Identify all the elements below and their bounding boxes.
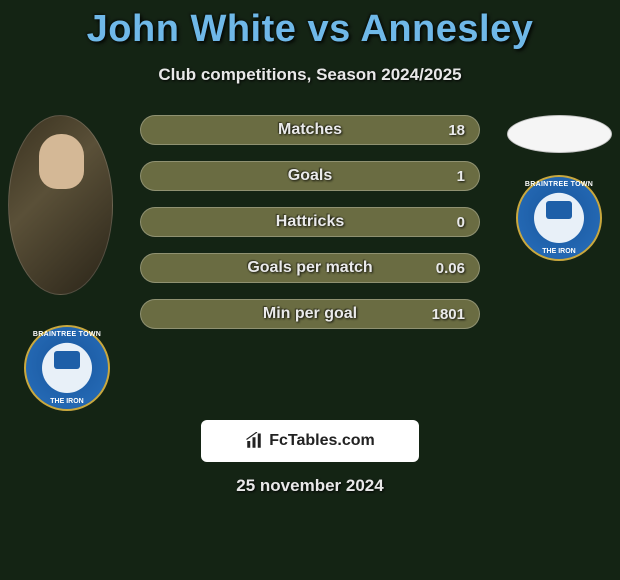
stat-label: Min per goal <box>263 305 357 323</box>
club-badge-left <box>24 325 110 411</box>
club-badge-left-inner <box>42 343 92 393</box>
stat-value: 0.06 <box>436 260 465 277</box>
stat-value: 0 <box>457 214 465 231</box>
stat-value: 18 <box>448 122 465 139</box>
stat-label: Matches <box>278 121 342 139</box>
stat-value: 1 <box>457 168 465 185</box>
stat-label: Goals per match <box>247 259 372 277</box>
chart-icon <box>245 432 263 450</box>
stat-row: Matches 18 <box>140 115 480 145</box>
brand-card[interactable]: FcTables.com <box>201 420 419 462</box>
brand-text: FcTables.com <box>269 432 375 450</box>
club-badge-right <box>516 175 602 261</box>
stats-list: Matches 18 Goals 1 Hattricks 0 Goals per… <box>140 115 480 345</box>
subtitle: Club competitions, Season 2024/2025 <box>0 65 620 85</box>
comparison-panel: Matches 18 Goals 1 Hattricks 0 Goals per… <box>0 115 620 435</box>
player-photo-right-placeholder <box>507 115 612 153</box>
stat-row: Goals per match 0.06 <box>140 253 480 283</box>
stat-label: Goals <box>288 167 332 185</box>
date-text: 25 november 2024 <box>0 476 620 496</box>
stat-row: Hattricks 0 <box>140 207 480 237</box>
player-photo-left <box>8 115 113 295</box>
stat-row: Goals 1 <box>140 161 480 191</box>
page-title: John White vs Annesley <box>0 0 620 51</box>
stat-value: 1801 <box>432 306 465 323</box>
stat-label: Hattricks <box>276 213 344 231</box>
club-badge-right-inner <box>534 193 584 243</box>
stat-row: Min per goal 1801 <box>140 299 480 329</box>
